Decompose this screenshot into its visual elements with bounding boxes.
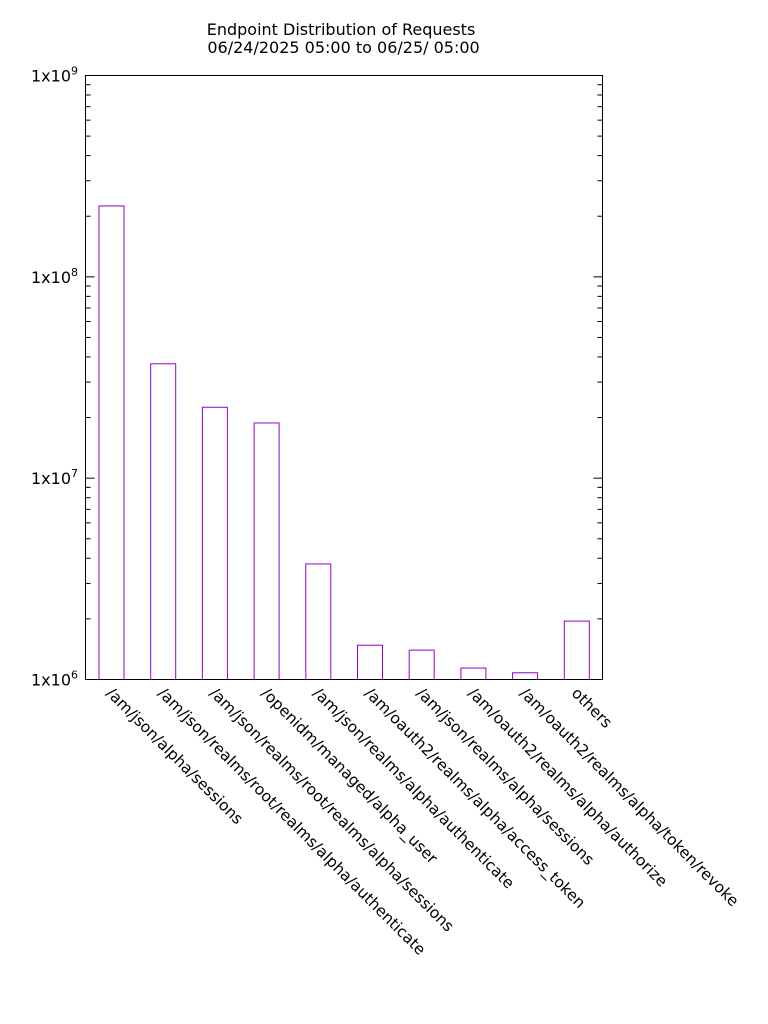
bar — [201, 406, 228, 680]
bar — [253, 422, 280, 680]
y-tick-exponent: 8 — [71, 266, 78, 279]
y-tick-base: 1x10 — [31, 469, 71, 488]
y-tick-exponent: 6 — [71, 669, 78, 682]
bar — [460, 667, 487, 680]
y-tick-label: 1x109 — [31, 65, 78, 86]
bar — [408, 649, 435, 680]
bar — [305, 563, 332, 680]
bar — [512, 672, 539, 681]
bars — [98, 205, 590, 681]
x-axis-labels: /am/json/alpha/sessions/am/json/realms/r… — [103, 684, 743, 959]
y-tick-base: 1x10 — [31, 671, 71, 690]
plot-frame — [85, 75, 603, 680]
x-tick-label: /am/json/realms/root/realms/alpha/sessio… — [206, 684, 457, 935]
y-tick-exponent: 9 — [71, 65, 78, 78]
bar — [150, 363, 177, 680]
y-tick-label: 1x108 — [31, 266, 78, 287]
chart-title: Endpoint Distribution of Requests — [207, 20, 476, 39]
chart-subtitle: 06/24/2025 05:00 to 06/25/ 05:00 — [202, 38, 479, 57]
y-tick-base: 1x10 — [31, 268, 71, 287]
x-tick-label: others — [568, 684, 616, 732]
bar — [357, 644, 383, 680]
y-tick-base: 1x10 — [31, 67, 71, 86]
y-tick-label: 1x107 — [31, 467, 78, 488]
bar — [98, 205, 125, 680]
y-tick-exponent: 7 — [71, 467, 78, 480]
y-tick-label: 1x106 — [31, 669, 78, 690]
bar — [563, 620, 590, 681]
